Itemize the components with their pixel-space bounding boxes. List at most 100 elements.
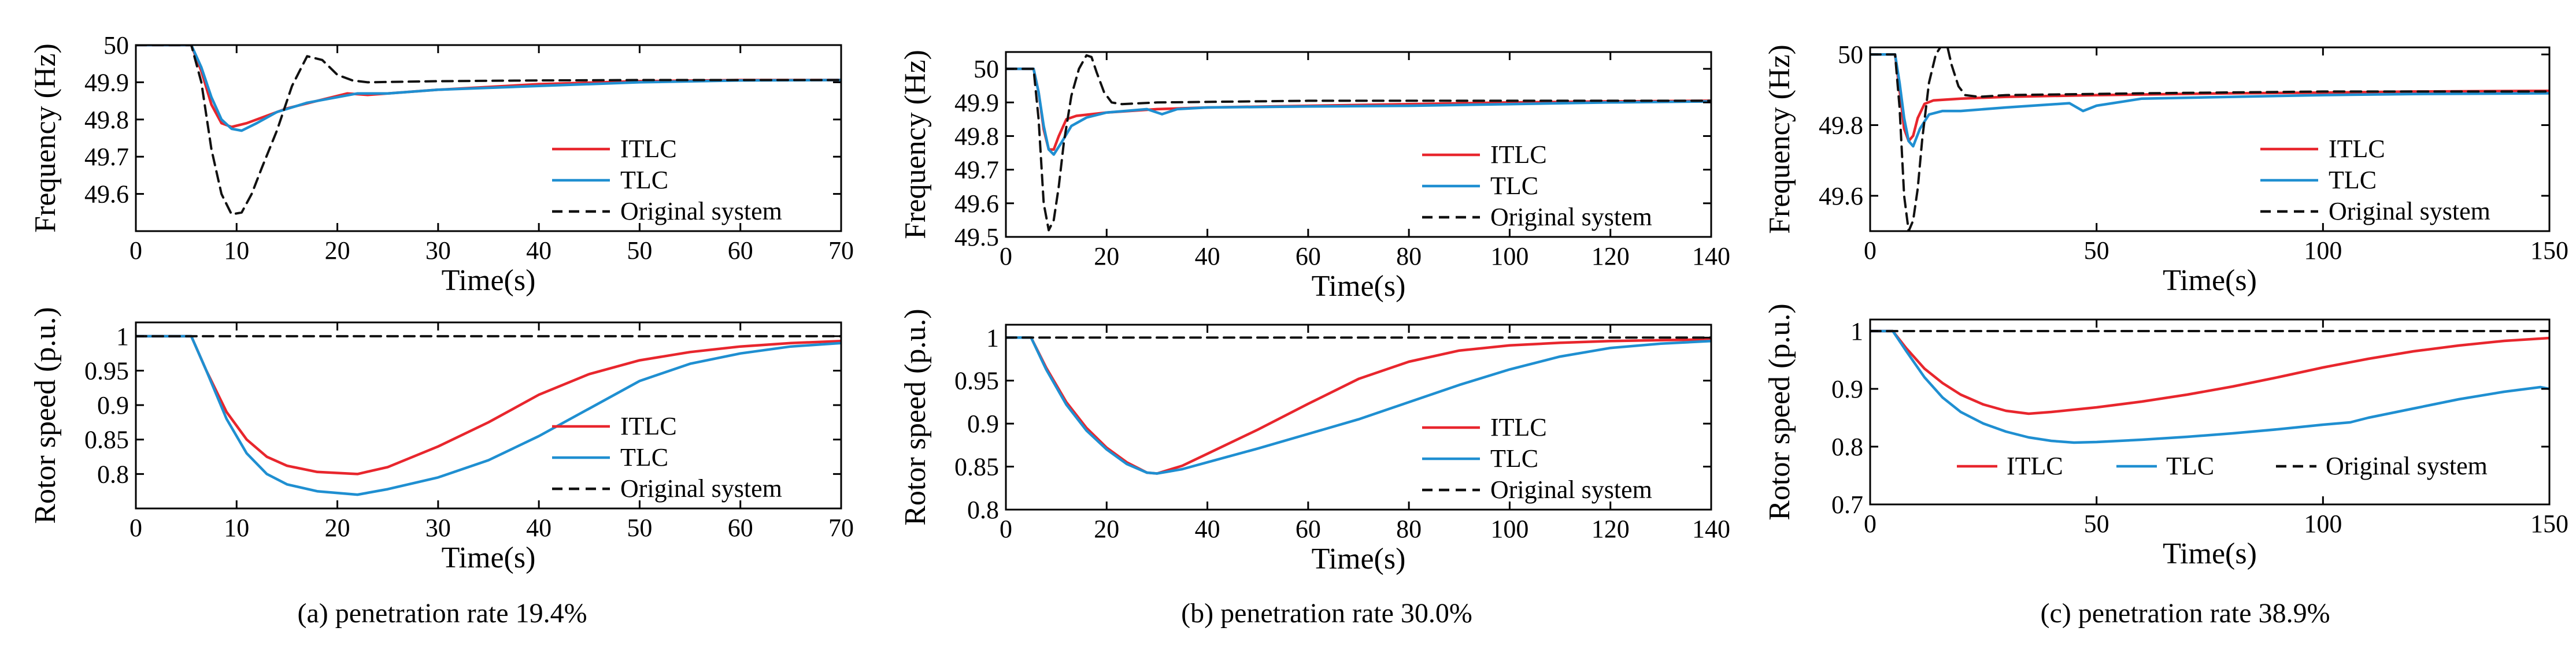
legend-label-tlc: TLC <box>2166 452 2214 480</box>
legend: ITLC TLC Original system <box>552 412 782 503</box>
x-tick-label: 60 <box>728 236 753 265</box>
x-tick-label: 60 <box>1296 515 1321 543</box>
series-line-tlc <box>1006 336 1711 475</box>
series-group <box>136 335 841 496</box>
legend-label-original-system: Original system <box>1490 203 1652 231</box>
x-tick-label: 20 <box>325 514 350 542</box>
y-tick-label: 1 <box>116 322 129 351</box>
series-line-itlc <box>136 335 841 476</box>
legend-label-itlc: ITLC <box>620 135 677 163</box>
y-tick-label: 0.9 <box>967 410 999 438</box>
panel-a-frequency: 0 10 20 30 40 50 60 70 49.6 49.7 49.8 49.9 50 Time(s)… <box>29 31 854 297</box>
x-tick-label: 0 <box>129 236 142 265</box>
x-tick-label: 50 <box>2084 510 2109 538</box>
y-tick-label: 49.8 <box>954 122 999 150</box>
x-tick-label: 30 <box>425 236 451 265</box>
y-axis-label: Frequency (Hz) <box>29 43 62 233</box>
x-tick-label: 10 <box>224 514 249 542</box>
y-tick-label: 0.8 <box>97 460 129 488</box>
x-tick-label: 140 <box>1692 242 1730 270</box>
panel-c-frequency: 0 50 100 150 49.6 49.8 50 Time(s) Frequency (Hz)… <box>1763 40 2568 297</box>
y-tick-label: 0.9 <box>97 391 129 419</box>
x-tick-label: 100 <box>2304 510 2342 538</box>
series-line-original-system <box>136 45 841 216</box>
x-tick-label: 40 <box>1195 242 1220 270</box>
plot-frame <box>135 44 842 232</box>
legend: ITLC TLC Original system <box>552 135 782 225</box>
legend-label-itlc: ITLC <box>2329 135 2385 163</box>
y-axis-label: Rotor speed (p.u.) <box>29 307 62 523</box>
plot-frame <box>1005 324 1712 511</box>
y-tick-label: 49.9 <box>84 68 129 96</box>
y-tick-label: 0.85 <box>954 453 999 481</box>
y-tick-label: 49.9 <box>954 88 999 117</box>
x-tick-label: 20 <box>1094 515 1119 543</box>
series-line-tlc <box>136 335 841 496</box>
y-axis-label: Frequency (Hz) <box>899 50 932 239</box>
x-axis-label: Time(s) <box>442 264 536 297</box>
x-tick-label: 0 <box>129 514 142 542</box>
y-tick-label: 49.5 <box>954 223 999 251</box>
x-axis-label: Time(s) <box>1312 543 1406 575</box>
x-tick-label: 60 <box>728 514 753 542</box>
y-tick-label: 0.9 <box>1831 375 1863 403</box>
x-tick-label: 100 <box>1490 515 1528 543</box>
caption-a: (a) penetration rate 19.4% <box>297 598 587 629</box>
x-axis-label: Time(s) <box>442 541 536 574</box>
plot-frame <box>1869 318 2551 506</box>
panel-b-frequency: 0 20 40 60 80 100 120 140 49.5 49.6 49.7 49.8 49.9 50… <box>899 50 1730 303</box>
y-axis-label: Frequency (Hz) <box>1763 44 1796 234</box>
x-tick-label: 0 <box>1000 515 1012 543</box>
series-line-original-system <box>1006 54 1711 232</box>
x-tick-label: 20 <box>325 236 350 265</box>
x-tick-label: 30 <box>425 514 451 542</box>
y-tick-label: 49.7 <box>954 156 999 184</box>
x-tick-label: 20 <box>1094 242 1119 270</box>
x-tick-label: 70 <box>828 236 854 265</box>
legend: ITLC TLC Original system <box>1957 452 2488 480</box>
plot-frame <box>1005 51 1712 238</box>
y-tick-label: 49.7 <box>84 143 129 171</box>
y-tick-label: 49.6 <box>1819 182 1863 210</box>
x-tick-label: 40 <box>1195 515 1220 543</box>
legend-label-itlc: ITLC <box>620 412 677 440</box>
legend-label-itlc: ITLC <box>1490 140 1547 169</box>
panel-a-rotor: 0 10 20 30 40 50 60 70 0.8 0.85 0.9 0.95 1 Time(s) Rot… <box>29 307 854 574</box>
legend-label-tlc: TLC <box>620 166 668 194</box>
legend-label-original-system: Original system <box>2329 197 2490 225</box>
y-tick-label: 0.85 <box>84 426 129 454</box>
y-tick-label: 50 <box>1838 40 1863 69</box>
series-line-itlc <box>1006 67 1711 151</box>
series-group <box>136 45 841 216</box>
x-tick-label: 50 <box>627 514 652 542</box>
legend-label-itlc: ITLC <box>1490 413 1547 441</box>
legend: ITLC TLC Original system <box>2260 135 2490 225</box>
x-tick-label: 100 <box>2304 236 2342 265</box>
legend-label-original-system: Original system <box>620 197 782 225</box>
x-tick-label: 50 <box>2084 236 2109 265</box>
x-tick-label: 0 <box>1864 510 1877 538</box>
x-axis-label: Time(s) <box>1312 270 1406 303</box>
series-line-tlc <box>1006 67 1711 156</box>
legend-label-tlc: TLC <box>1490 444 1538 473</box>
legend-label-itlc: ITLC <box>2007 452 2063 480</box>
y-tick-label: 0.95 <box>954 367 999 395</box>
y-tick-label: 49.8 <box>1819 112 1863 140</box>
x-tick-label: 60 <box>1296 242 1321 270</box>
legend-label-original-system: Original system <box>620 474 782 503</box>
y-axis-label: Rotor speed (p.u.) <box>1763 303 1796 520</box>
series-group <box>1006 336 1711 475</box>
y-tick-label: 49.6 <box>954 190 999 218</box>
series-line-tlc <box>1870 53 2549 148</box>
y-tick-label: 50 <box>974 55 999 83</box>
x-tick-label: 0 <box>1864 236 1877 265</box>
series-group <box>1870 329 2549 444</box>
series-group <box>1006 54 1711 232</box>
x-tick-label: 80 <box>1396 242 1422 270</box>
x-axis-label: Time(s) <box>2163 264 2257 297</box>
x-tick-label: 140 <box>1692 515 1730 543</box>
y-tick-label: 1 <box>986 324 999 352</box>
x-tick-label: 120 <box>1592 515 1630 543</box>
series-line-tlc <box>1870 329 2549 444</box>
y-tick-label: 1 <box>1850 317 1863 346</box>
